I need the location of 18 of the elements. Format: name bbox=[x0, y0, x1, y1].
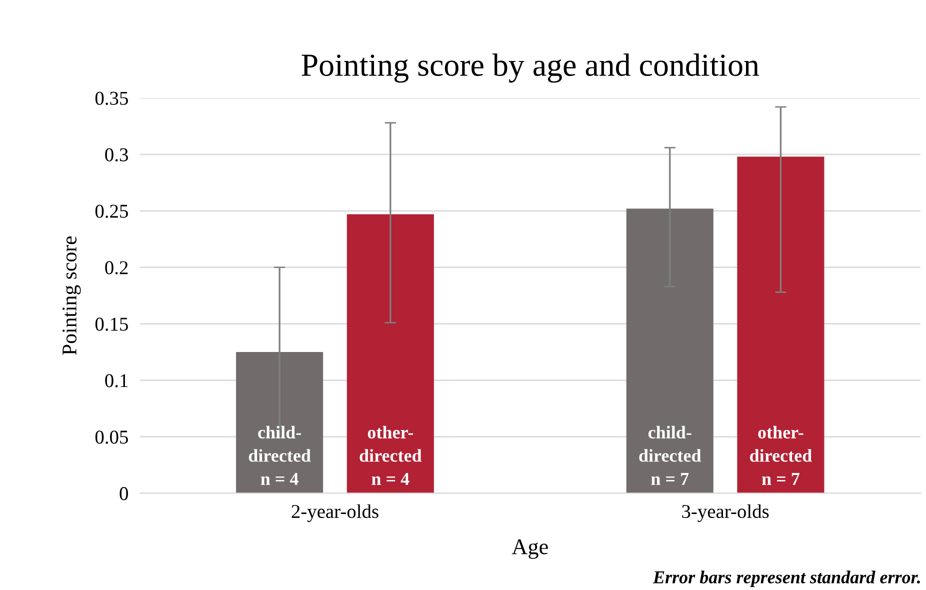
annotation: other- directed n = 7 bbox=[750, 426, 812, 485]
y-tick-label: 0.3 bbox=[105, 148, 128, 162]
chart-title: Pointing score by age and condition bbox=[302, 54, 759, 83]
x-tick-label: 3-year-olds bbox=[682, 504, 769, 522]
y-tick-label: 0.2 bbox=[105, 261, 128, 274]
text: Error bars represent standard error. bbox=[652, 570, 920, 588]
y-tick-label: 0.35 bbox=[95, 92, 128, 105]
annotation: child- directed n = 4 bbox=[248, 426, 311, 485]
x-axis-title: Age bbox=[512, 539, 548, 559]
annotation: other- directed n = 4 bbox=[360, 426, 422, 485]
annotation: child- directed n = 7 bbox=[639, 426, 702, 485]
y-tick-label: 0 bbox=[120, 487, 128, 500]
y-tick-label: 0.1 bbox=[105, 374, 128, 388]
x-tick-label: 2-year-olds bbox=[292, 504, 378, 522]
y-tick-label: 0.05 bbox=[95, 430, 128, 444]
y-axis-title: Pointing score bbox=[62, 236, 81, 355]
y-tick-label: 0.25 bbox=[95, 204, 128, 218]
y-tick-label: 0.15 bbox=[95, 318, 128, 331]
